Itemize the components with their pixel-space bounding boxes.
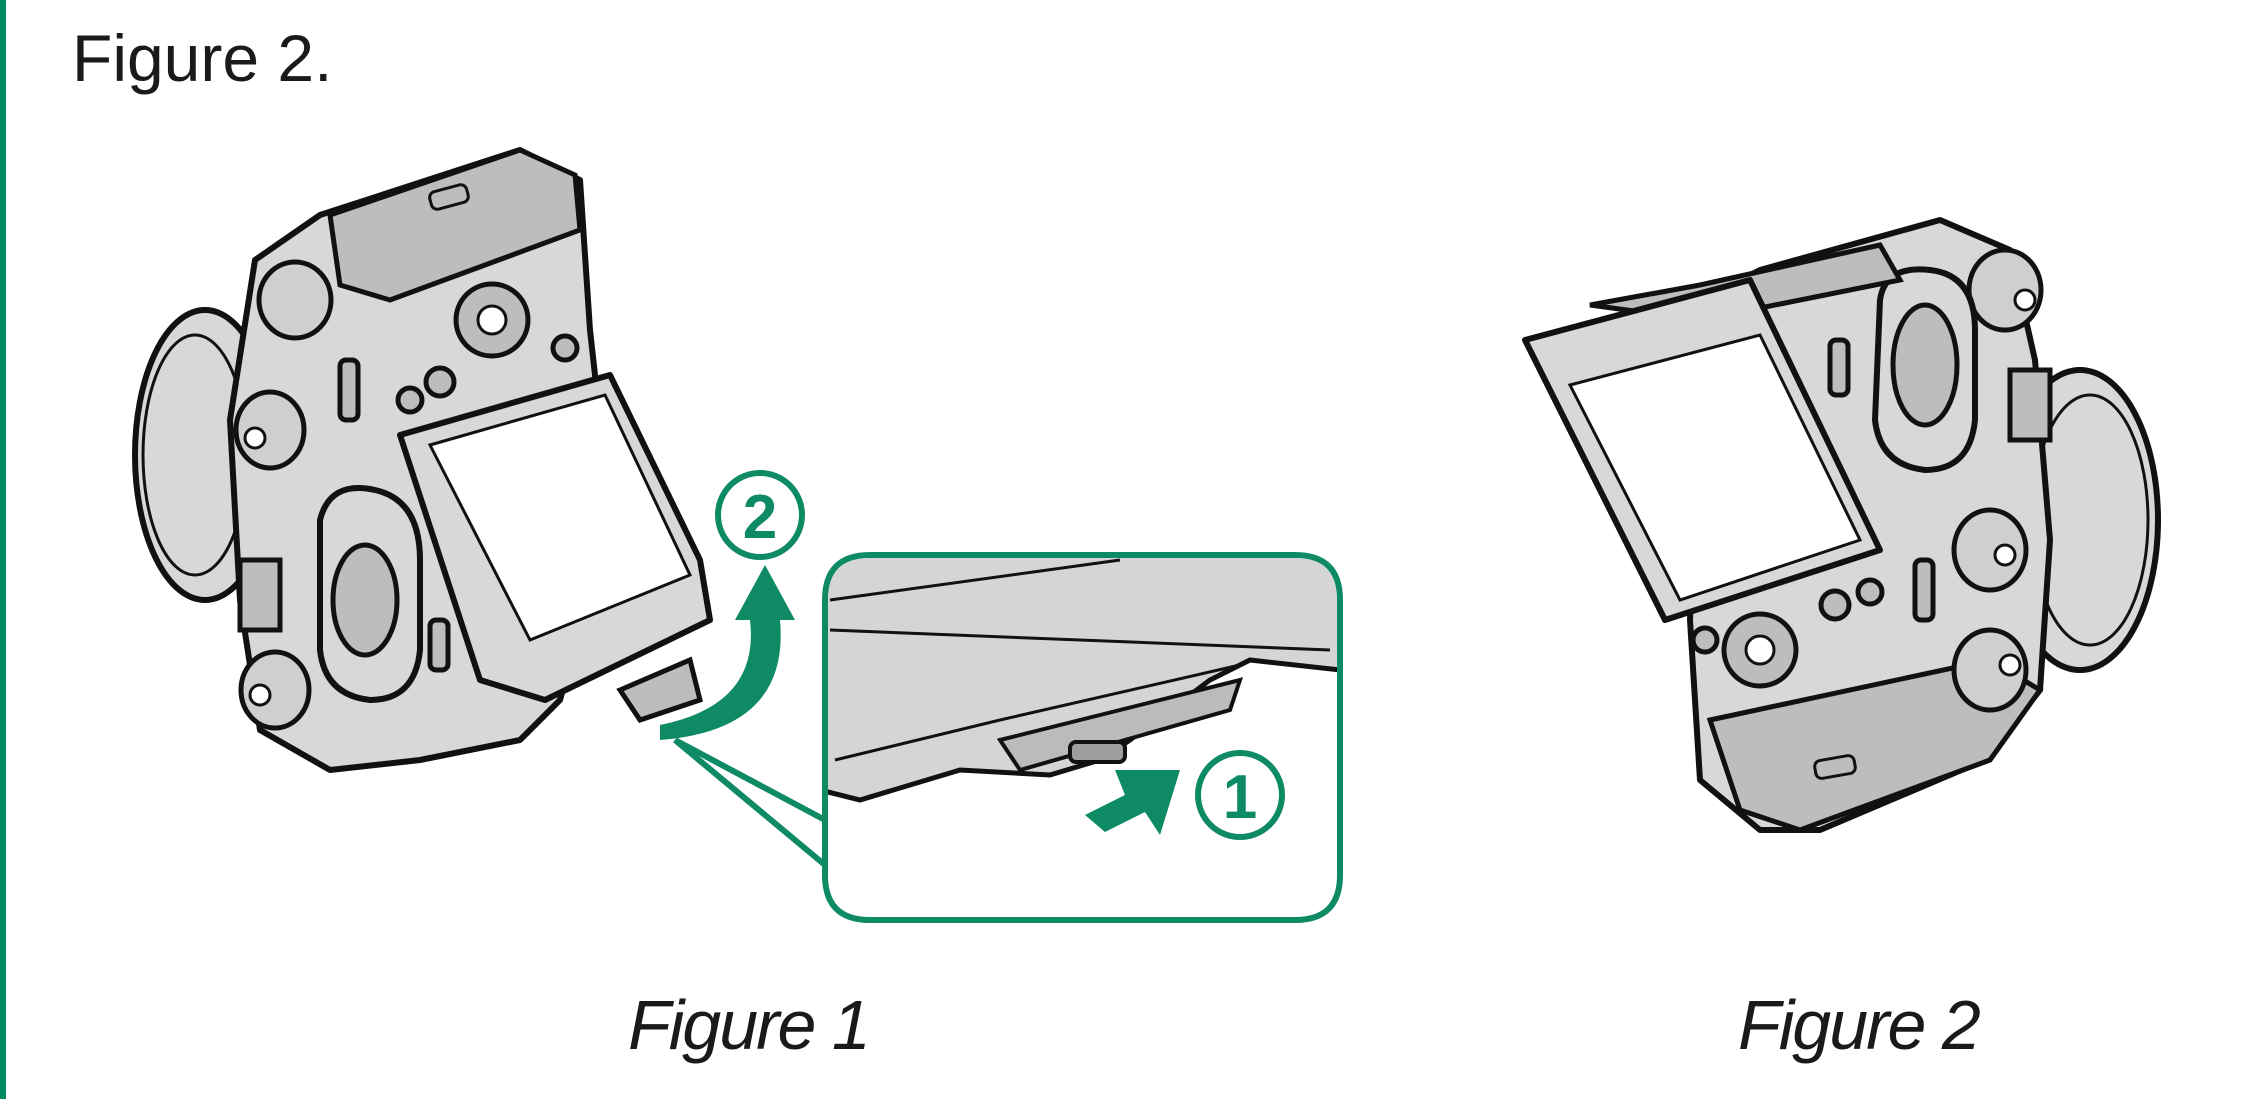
svg-text:2: 2 <box>743 483 777 552</box>
figure-1-caption: Figure 1 <box>628 986 871 1064</box>
intro-text: Figure 2. <box>72 21 333 95</box>
figure-1-camera-illustration <box>132 147 713 773</box>
inset-connector-lines <box>673 737 827 868</box>
svg-text:1: 1 <box>1223 763 1257 832</box>
rotate-arrow-icon <box>660 565 795 740</box>
callout-1-icon: 1 <box>1195 750 1285 840</box>
figure-2-camera-illustration <box>1522 217 2161 833</box>
inset-detail-box <box>822 552 1343 923</box>
push-arrow-icon <box>1085 770 1180 835</box>
callout-2-icon: 2 <box>715 470 805 560</box>
figure-2-caption: Figure 2 <box>1738 986 1981 1064</box>
page-edge-bar <box>0 0 6 1099</box>
